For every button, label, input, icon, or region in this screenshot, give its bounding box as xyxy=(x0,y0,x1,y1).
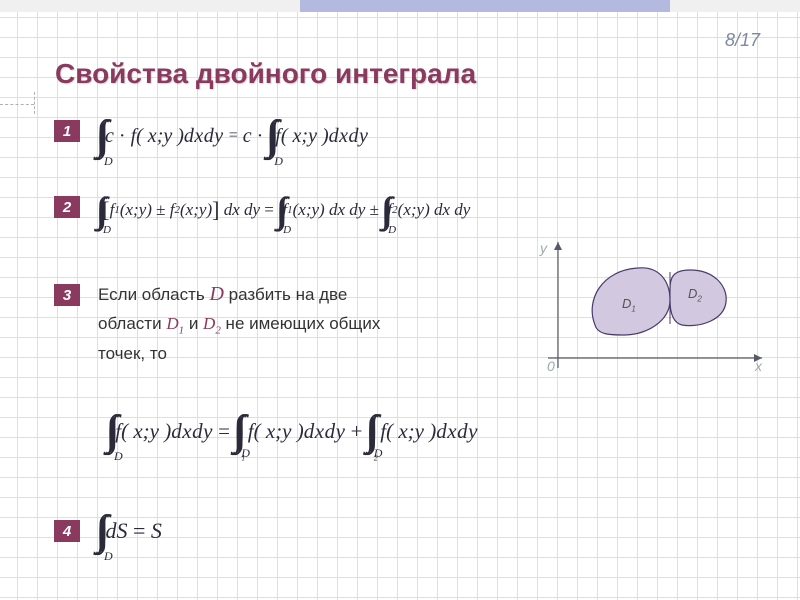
origin-label: 0 xyxy=(547,358,555,374)
guide-h xyxy=(0,104,34,105)
guide-v xyxy=(34,92,35,114)
diagram-svg xyxy=(530,240,770,375)
formula-4: ∫∫D dS = S xyxy=(98,510,162,552)
formula-3: ∫∫D f( x;y )dxdy = ∫∫D1 f( x;y )dxdy + ∫… xyxy=(108,410,478,452)
formula-1: ∫∫D c · f( x;y )dxdy = c · ∫∫D f( x;y )d… xyxy=(98,115,368,157)
badge-4: 4 xyxy=(54,520,80,542)
badge-1: 1 xyxy=(54,120,80,142)
page-title: Свойства двойного интеграла xyxy=(55,58,476,90)
region-d2-label: D2 xyxy=(688,286,702,304)
region-diagram: y x 0 D1 D2 xyxy=(530,240,770,370)
region-d1-label: D1 xyxy=(622,296,636,314)
x-axis-label: x xyxy=(755,358,762,374)
top-accent xyxy=(300,0,670,12)
formula-2: ∫∫D [f1(x;y) ± f2(x;y)] dx dy = ∫∫D f1(x… xyxy=(98,192,470,228)
y-axis-label: y xyxy=(540,240,547,256)
badge-3: 3 xyxy=(54,284,80,306)
property-3-description: Если область D разбить на две области D1… xyxy=(98,278,498,367)
badge-2: 2 xyxy=(54,196,80,218)
page-number: 8/17 xyxy=(725,30,760,51)
